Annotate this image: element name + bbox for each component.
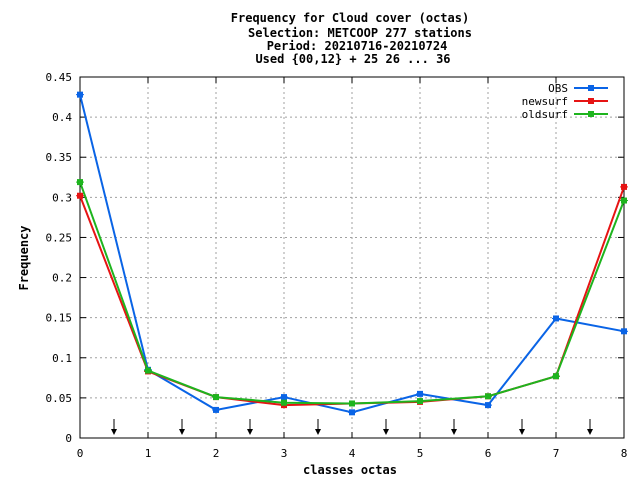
y-tick-label: 0.2 (52, 272, 72, 285)
x-tick-label: 7 (553, 447, 560, 460)
plot-axes (79, 76, 625, 439)
arrow-marker-head (451, 429, 457, 435)
legend-marker-oldsurf (588, 111, 594, 117)
arrow-marker-head (519, 429, 525, 435)
x-tick-label: 4 (349, 447, 356, 460)
legend-label-oldsurf: oldsurf (522, 108, 568, 121)
arrow-marker-head (587, 429, 593, 435)
y-tick-label: 0.1 (52, 352, 72, 365)
y-tick-label: 0.25 (46, 231, 73, 244)
x-tick-label: 0 (77, 447, 84, 460)
chart-title: Frequency for Cloud cover (octas) Select… (231, 11, 472, 66)
x-tick-label: 1 (145, 447, 152, 460)
arrow-marker-head (383, 429, 389, 435)
title-line-4: Used {00,12} + 25 26 ... 36 (255, 52, 450, 66)
x-tick-label: 3 (281, 447, 288, 460)
legend-label-newsurf: newsurf (522, 95, 568, 108)
y-tick-label: 0.4 (52, 111, 72, 124)
arrow-marker-head (111, 429, 117, 435)
x-axis-label: classes octas (303, 463, 397, 477)
legend-label-OBS: OBS (548, 82, 568, 95)
x-tick-label: 2 (213, 447, 220, 460)
x-tick-label: 6 (485, 447, 492, 460)
title-line-3: Period: 20210716-20210724 (267, 39, 448, 53)
x-tick-label: 8 (621, 447, 628, 460)
y-tick-label: 0.35 (46, 151, 73, 164)
legend-marker-OBS (588, 85, 594, 91)
title-line-1: Frequency for Cloud cover (octas) (231, 11, 469, 25)
y-tick-label: 0.45 (46, 71, 73, 84)
y-tick-label: 0.15 (46, 312, 73, 325)
y-tick-label: 0.05 (46, 392, 73, 405)
y-tick-label: 0.3 (52, 191, 72, 204)
y-axis-label: Frequency (17, 225, 31, 290)
x-tick-label: 5 (417, 447, 424, 460)
series-lines (76, 91, 628, 416)
legend-marker-newsurf (588, 98, 594, 104)
arrow-markers (111, 419, 593, 435)
y-tick-label: 0 (65, 432, 72, 445)
arrow-marker-head (315, 429, 321, 435)
grid-lines (80, 77, 624, 438)
title-line-2: Selection: METCOOP 277 stations (248, 26, 472, 40)
tick-labels: 0 1 2 3 4 5 6 7 8 0 0.05 0.1 0.15 0.2 0.25 0.3 0.35 0.4 0.… (46, 71, 628, 460)
arrow-marker-head (179, 429, 185, 435)
arrow-marker-head (247, 429, 253, 435)
